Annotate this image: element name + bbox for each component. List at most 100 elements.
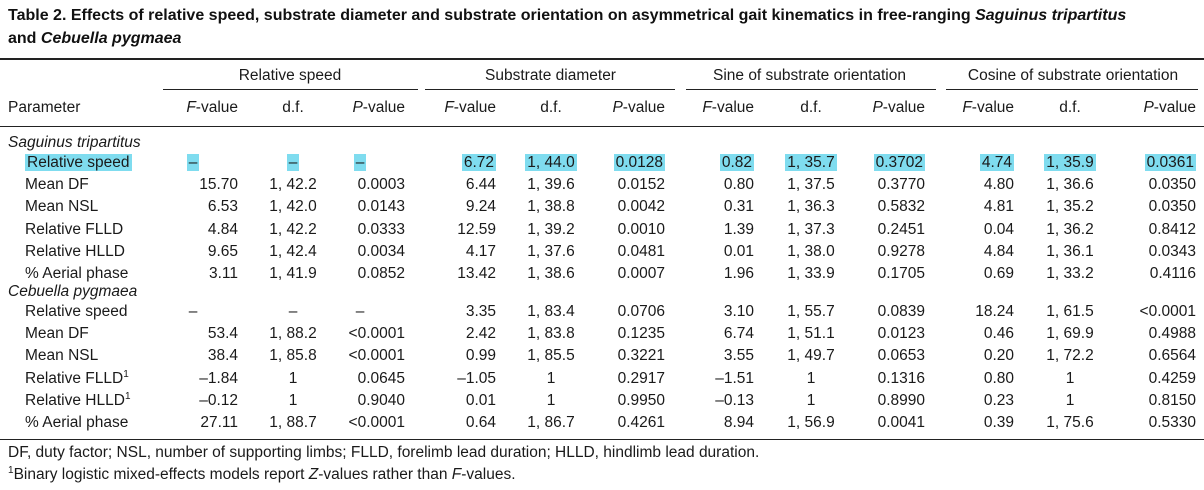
table-cell-value: 6.53 bbox=[207, 198, 238, 216]
table-cell-value: 0.0706 bbox=[617, 303, 665, 320]
table-cell: 0.0003 bbox=[358, 174, 405, 196]
table-cell-value: 0.0645 bbox=[357, 369, 405, 387]
column-header-df: d.f. bbox=[540, 99, 562, 116]
table-cell: 1, 55.7 bbox=[766, 301, 856, 323]
table-row: Mean DF 53.4 1, 88.2 <0.0001 2.42 1, 83.8 0.12… bbox=[0, 323, 1204, 345]
table-cell-value: 0.80 bbox=[723, 176, 754, 194]
table-cell-value: –1.84 bbox=[199, 369, 238, 387]
table-cell-value: 1 bbox=[288, 369, 298, 387]
row-parameter-label: Relative FLLD bbox=[25, 219, 123, 241]
table-cell: 6.72 bbox=[461, 152, 496, 174]
table-cell: 0.23 bbox=[984, 390, 1014, 412]
table-cell: 0.4261 bbox=[618, 412, 665, 434]
table-cell-value: 1 bbox=[806, 369, 816, 387]
table-cell-value: 4.74 bbox=[979, 154, 1014, 171]
footnote-z: Z bbox=[308, 466, 319, 483]
table-cell-value: 1, 86.7 bbox=[527, 414, 575, 431]
table-cell: 0.0706 bbox=[618, 301, 665, 323]
table-cell-value: 0.0003 bbox=[357, 176, 405, 194]
table-cell: 1, 36.1 bbox=[1025, 241, 1115, 263]
table-cell: 4.81 bbox=[984, 196, 1014, 218]
table-cell: 0.01 bbox=[466, 390, 496, 412]
table-cell: 1 bbox=[1025, 390, 1115, 412]
group-underline bbox=[686, 89, 936, 90]
table-cell: 1, 88.2 bbox=[248, 323, 338, 345]
table-cell: 0.0010 bbox=[618, 219, 665, 241]
table-cell: 4.84 bbox=[984, 241, 1014, 263]
table-cell: 0.6564 bbox=[1149, 345, 1196, 367]
table-cell: – bbox=[248, 301, 338, 323]
table-cell-value: 1, 42.2 bbox=[269, 220, 317, 238]
table-cell: 0.0128 bbox=[613, 152, 665, 174]
table-cell-value: 4.17 bbox=[465, 242, 496, 260]
group-underline bbox=[425, 89, 675, 90]
table-cell: 1, 51.1 bbox=[766, 323, 856, 345]
table-cell: 1, 56.9 bbox=[766, 412, 856, 434]
table-cell-value: 27.11 bbox=[200, 414, 238, 431]
table-cell-value: 0.1316 bbox=[877, 369, 925, 387]
table-cell: 1, 75.6 bbox=[1025, 412, 1115, 434]
table-cell: 0.99 bbox=[466, 345, 496, 367]
table-cell-value: 1.96 bbox=[723, 265, 754, 282]
table-cell-value: 0.64 bbox=[465, 414, 496, 431]
table-cell: 0.9950 bbox=[618, 390, 665, 412]
table-cell: 0.0839 bbox=[878, 301, 925, 323]
table-cell: 1.39 bbox=[724, 219, 754, 241]
table-cell-value: 1, 36.6 bbox=[1046, 176, 1094, 194]
table-cell: –0.13 bbox=[715, 390, 754, 412]
table-cell: 4.17 bbox=[466, 241, 496, 263]
section-species-label: Saguinus tripartitus bbox=[8, 134, 141, 151]
table-cell-value: 0.04 bbox=[983, 220, 1014, 238]
column-header-symbol: P bbox=[612, 99, 623, 116]
table-cell: 1 bbox=[506, 368, 596, 390]
table-cell: 0.2917 bbox=[618, 368, 665, 390]
table-cell: 1, 42.2 bbox=[248, 174, 338, 196]
table-cell-value: 1 bbox=[288, 391, 298, 409]
table-cell-value: <0.0001 bbox=[348, 414, 405, 431]
row-parameter-text: Relative speed bbox=[25, 303, 128, 320]
table-cell-value: 1, 88.2 bbox=[269, 325, 317, 343]
table-cell: 1, 35.9 bbox=[1025, 152, 1115, 174]
column-header-symbol: P bbox=[872, 99, 883, 116]
column-header-symbol: F bbox=[702, 99, 712, 116]
table-cell-value: 0.8990 bbox=[877, 391, 925, 409]
table-cell: 1, 37.6 bbox=[506, 241, 596, 263]
table-cell: 0.0361 bbox=[1144, 152, 1196, 174]
table-cell: 1, 69.9 bbox=[1025, 323, 1115, 345]
table-cell-value: 1, 88.7 bbox=[269, 414, 317, 431]
table-cell-value: 3.35 bbox=[465, 303, 496, 320]
table-cell-value: 0.4988 bbox=[1148, 325, 1196, 343]
table-cell-value: –1.51 bbox=[715, 369, 754, 387]
table-cell: 1, 85.8 bbox=[248, 345, 338, 367]
table-cell-value: <0.0001 bbox=[1139, 303, 1196, 320]
table-row: Relative FLLD 4.84 1, 42.2 0.0333 12.59 1, 39… bbox=[0, 219, 1204, 241]
table-cell: 1, 85.5 bbox=[506, 345, 596, 367]
table-cell: 1 bbox=[506, 390, 596, 412]
table-cell-value: 0.0350 bbox=[1148, 176, 1196, 194]
table-cell-value: 1, 56.9 bbox=[787, 414, 835, 431]
table-cell-value: 1, 35.2 bbox=[1046, 198, 1094, 216]
table-title: Table 2. Effects of relative speed, subs… bbox=[8, 4, 1198, 50]
row-parameter-text: % Aerial phase bbox=[25, 265, 129, 282]
row-parameter-text: Relative FLLD bbox=[25, 369, 124, 387]
row-parameter-label: Relative HLLD bbox=[25, 241, 125, 263]
table-cell: 0.0041 bbox=[878, 412, 925, 434]
table-cell-value: 0.8150 bbox=[1148, 391, 1196, 409]
column-header-f-value: F-value bbox=[962, 99, 1014, 117]
table-cell-value: 0.0128 bbox=[613, 154, 665, 171]
table-cell-value: 6.72 bbox=[461, 154, 496, 171]
table-cell: 12.59 bbox=[457, 219, 496, 241]
table-row: Relative speed – – – 3.35 1, 83.4 0.0706 3.10 1,… bbox=[0, 301, 1204, 323]
table-cell-value: 53.4 bbox=[207, 325, 238, 343]
table-cell: 1, 44.0 bbox=[506, 152, 596, 174]
table-cell-value: 1, 36.3 bbox=[787, 198, 835, 216]
table-cell: 0.0350 bbox=[1149, 174, 1196, 196]
table-cell-value: 18.24 bbox=[975, 303, 1014, 320]
table-cell: 0.39 bbox=[984, 412, 1014, 434]
table-cell: 1, 35.2 bbox=[1025, 196, 1115, 218]
table-cell-value: 1, 42.4 bbox=[269, 242, 317, 260]
table-cell: 0.3221 bbox=[618, 345, 665, 367]
table-cell-value: 1, 42.2 bbox=[269, 176, 317, 194]
header-rule bbox=[0, 126, 1204, 127]
table-cell: 1, 86.7 bbox=[506, 412, 596, 434]
